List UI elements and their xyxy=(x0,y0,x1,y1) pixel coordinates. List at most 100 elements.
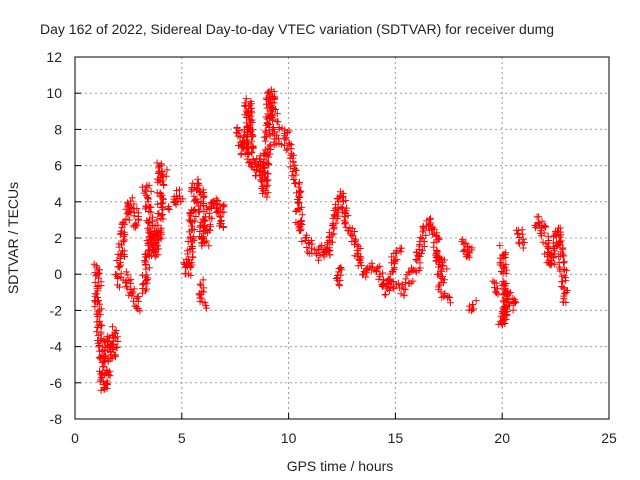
data-point xyxy=(286,163,294,171)
data-point xyxy=(389,267,397,275)
data-point xyxy=(341,218,349,226)
data-point xyxy=(544,245,552,253)
data-point xyxy=(511,299,519,307)
data-point xyxy=(190,236,198,244)
data-point xyxy=(122,276,130,284)
data-point xyxy=(405,280,413,288)
data-point xyxy=(133,205,141,213)
data-point xyxy=(145,233,153,241)
data-point xyxy=(245,111,253,119)
y-tick-label: 0 xyxy=(54,266,62,282)
data-point xyxy=(95,343,103,351)
data-point xyxy=(422,231,430,239)
data-point xyxy=(503,288,511,296)
data-point xyxy=(338,208,346,216)
data-point xyxy=(294,206,302,214)
data-point xyxy=(390,285,398,293)
data-point xyxy=(376,272,384,280)
data-point xyxy=(199,199,207,207)
chart-title: Day 162 of 2022, Sidereal Day-to-day VTE… xyxy=(40,21,554,37)
data-point xyxy=(416,264,424,272)
data-point xyxy=(149,233,157,241)
data-point xyxy=(160,180,168,188)
data-point xyxy=(93,310,101,318)
data-point xyxy=(304,248,312,256)
data-point xyxy=(275,135,283,143)
data-point xyxy=(100,386,108,394)
data-point xyxy=(105,371,113,379)
data-point xyxy=(113,344,121,352)
data-point xyxy=(373,265,381,273)
data-point xyxy=(344,212,352,220)
data-point xyxy=(308,240,316,248)
data-point xyxy=(303,234,311,242)
data-point xyxy=(423,217,431,225)
y-tick-label: 4 xyxy=(54,194,62,210)
data-point xyxy=(519,235,527,243)
data-point xyxy=(157,224,165,232)
data-point xyxy=(440,256,448,264)
data-point xyxy=(154,200,162,208)
data-point xyxy=(190,206,198,214)
data-point xyxy=(444,292,452,300)
data-point xyxy=(219,223,227,231)
data-point xyxy=(121,220,129,228)
data-point xyxy=(248,149,256,157)
data-point xyxy=(510,300,518,308)
data-point xyxy=(515,240,523,248)
y-tick-label: 12 xyxy=(46,49,62,65)
data-point xyxy=(158,168,166,176)
data-point xyxy=(143,251,151,259)
data-point xyxy=(171,199,179,207)
data-point xyxy=(199,276,207,284)
data-point xyxy=(154,210,162,218)
data-point xyxy=(250,165,258,173)
data-point xyxy=(91,278,99,286)
data-point xyxy=(542,223,550,231)
data-point xyxy=(430,243,438,251)
data-point xyxy=(196,298,204,306)
data-point xyxy=(125,216,133,224)
data-point xyxy=(96,311,104,319)
y-axis-label: SDTVAR / TECUs xyxy=(5,182,21,294)
data-point xyxy=(292,171,300,179)
data-point xyxy=(94,324,102,332)
data-point xyxy=(436,254,444,262)
data-point xyxy=(538,217,546,225)
data-point xyxy=(266,121,274,129)
data-point xyxy=(386,284,394,292)
data-point xyxy=(504,287,512,295)
data-point xyxy=(333,274,341,282)
data-point xyxy=(220,201,228,209)
data-point xyxy=(501,254,509,262)
data-point xyxy=(203,304,211,312)
data-point xyxy=(123,199,131,207)
data-point xyxy=(465,253,473,261)
data-point xyxy=(538,232,546,240)
data-point xyxy=(400,291,408,299)
data-point xyxy=(362,273,370,281)
data-point xyxy=(153,159,161,167)
data-point xyxy=(294,220,302,228)
data-point xyxy=(275,125,283,133)
data-point xyxy=(141,257,149,265)
data-point xyxy=(337,203,345,211)
data-point xyxy=(282,136,290,144)
data-point xyxy=(440,276,448,284)
data-point xyxy=(446,294,454,302)
data-point xyxy=(397,290,405,298)
data-point xyxy=(434,235,442,243)
x-tick-labels: 0 5 10 15 20 25 xyxy=(71,430,617,446)
data-point xyxy=(241,150,249,158)
x-axis-label: GPS time / hours xyxy=(287,458,394,474)
data-point xyxy=(96,378,104,386)
data-point xyxy=(233,124,241,132)
data-point xyxy=(126,203,134,211)
data-point xyxy=(492,289,500,297)
data-point xyxy=(294,198,302,206)
data-point xyxy=(212,195,220,203)
data-point xyxy=(94,336,102,344)
data-point xyxy=(494,285,502,293)
data-point xyxy=(216,212,224,220)
data-point xyxy=(155,235,163,243)
